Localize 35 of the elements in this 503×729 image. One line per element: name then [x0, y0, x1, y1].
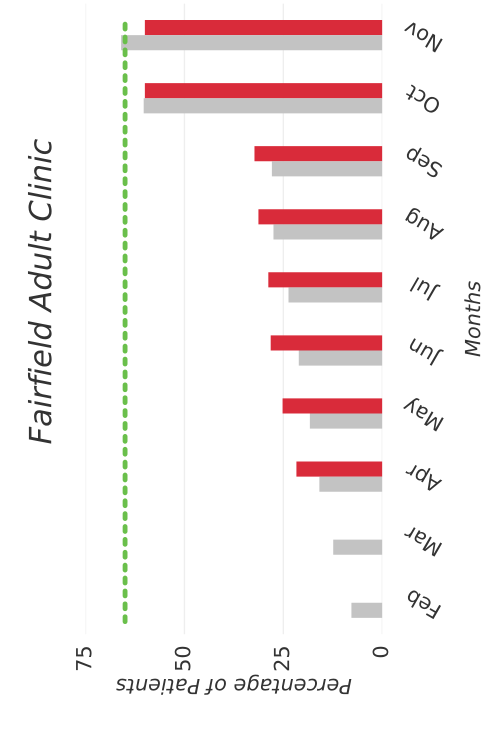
x-tick-label: 50	[174, 646, 190, 670]
y-tick-label: Mar	[402, 524, 442, 557]
bar	[144, 98, 382, 114]
text: Fairfield Adult Clinic	[28, 139, 52, 444]
bar	[288, 287, 382, 303]
y-tick-label: Jun	[406, 334, 444, 368]
y-axis-title: Months	[464, 281, 480, 356]
y-tick-label: Nov	[402, 20, 443, 52]
bar	[270, 335, 382, 350]
bar	[121, 35, 382, 50]
y-tick-label: Oct	[404, 84, 442, 116]
bar	[254, 146, 382, 162]
y-tick-label: May	[401, 394, 446, 432]
bar	[144, 20, 382, 36]
bar	[333, 540, 382, 555]
x-axis-title: Percentage of Patients	[116, 674, 352, 695]
bar	[296, 461, 382, 477]
x-tick-label: 0	[372, 646, 388, 658]
bar	[144, 83, 382, 98]
y-tick-label: Aug	[403, 206, 446, 243]
y-tick-label: Apr	[404, 458, 444, 494]
y-tick-label: Sep	[403, 143, 445, 179]
bar	[268, 272, 382, 288]
x-tick-label: 75	[76, 647, 92, 670]
x-tick-label: 25	[274, 647, 290, 670]
y-tick-label: Jul	[410, 274, 441, 303]
bar	[282, 398, 382, 414]
bar	[310, 414, 382, 429]
y-tick-label: Feb	[404, 588, 442, 620]
bar	[298, 350, 382, 366]
bar	[273, 224, 382, 240]
bar	[272, 161, 382, 176]
bar	[319, 476, 382, 492]
bar	[258, 209, 382, 224]
bar	[351, 602, 382, 618]
